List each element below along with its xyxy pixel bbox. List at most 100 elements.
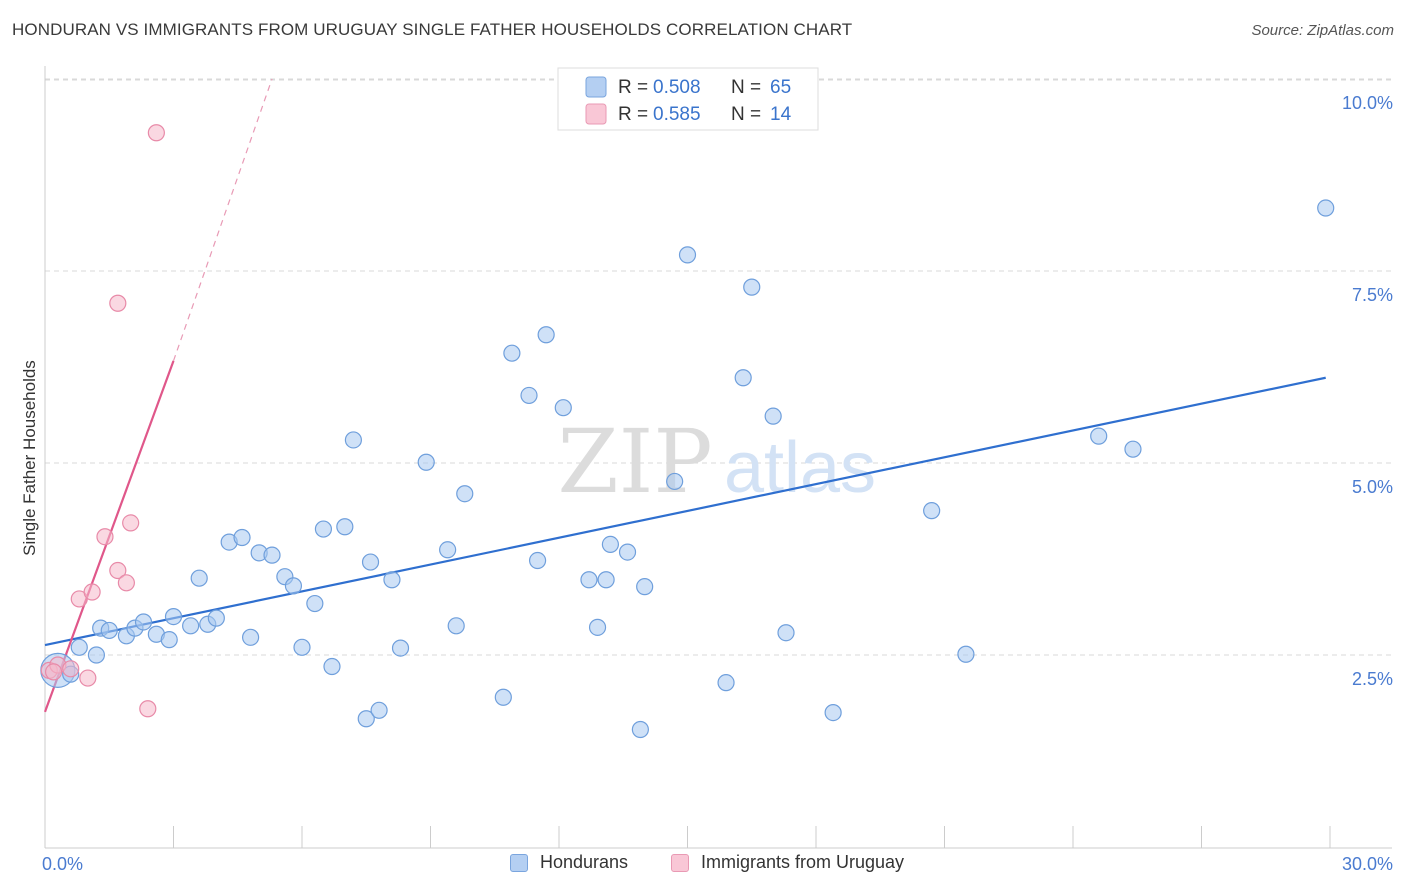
honduran-point-38 [494, 688, 512, 706]
tick-labels: 2.5% 5.0% 7.5% 10.0% 0.0% 30.0% [42, 93, 1393, 874]
honduran-point-35 [439, 541, 457, 559]
honduran-point-54 [734, 369, 752, 387]
honduran-point-52 [678, 246, 697, 264]
legend-swatch-hondurans [585, 76, 607, 98]
honduran-point-46 [597, 571, 615, 589]
honduran-point-36 [447, 617, 465, 635]
watermark: ZIP atlas [557, 410, 876, 513]
honduran-point-41 [528, 551, 547, 570]
uruguay-point-4 [79, 669, 97, 687]
watermark-zip: ZIP [557, 410, 712, 513]
uruguay-point-12 [147, 124, 165, 142]
uruguay-trendline-extension [172, 78, 273, 362]
bottom-legend: Hondurans Immigrants from Uruguay [0, 850, 1406, 880]
source-label: Source: ZipAtlas.com [1251, 22, 1394, 39]
bottom-legend-label-hondurans: Hondurans [540, 852, 629, 872]
honduran-point-37 [456, 485, 474, 503]
honduran-point-63 [1317, 199, 1335, 217]
x-tick-label-0: 0.0% [42, 854, 83, 874]
y-tick-label-3: 10.0% [1342, 93, 1393, 113]
honduran-point-5 [100, 621, 118, 640]
honduran-point-13 [190, 569, 208, 587]
y-tick-label-1: 5.0% [1352, 477, 1393, 497]
legend-swatch-uruguay [585, 103, 607, 125]
honduran-point-44 [580, 571, 598, 589]
honduran-point-62 [1124, 440, 1142, 458]
chart-title: HONDURAN VS IMMIGRANTS FROM URUGUAY SING… [12, 20, 853, 39]
honduran-point-31 [370, 701, 388, 719]
legend-box: R = 0.508 N = 65 R = 0.585 N = 14 [557, 67, 819, 131]
honduran-point-26 [323, 657, 341, 676]
honduran-point-60 [957, 645, 975, 663]
uruguay-point-7 [109, 561, 127, 580]
honduran-point-22 [284, 577, 303, 595]
legend-n-label-2: N = [731, 104, 761, 125]
gridlines [45, 78, 1392, 656]
honduran-point-23 [293, 638, 311, 656]
honduran-point-49 [631, 720, 649, 739]
honduran-point-18 [242, 628, 260, 646]
trendlines [43, 78, 1326, 713]
legend-r-value-1: 0.508 [653, 77, 701, 98]
honduran-point-50 [636, 578, 654, 596]
uruguay-point-2 [62, 660, 80, 678]
honduran-point-32 [383, 571, 401, 589]
honduran-point-56 [764, 407, 782, 425]
honduran-point-43 [554, 399, 572, 417]
honduran-point-17 [233, 528, 251, 547]
honduran-trendline [44, 376, 1326, 647]
honduran-point-55 [743, 278, 761, 296]
honduran-point-27 [336, 518, 354, 536]
honduran-point-29 [357, 710, 375, 728]
y-tick-label-0: 2.5% [1352, 669, 1393, 689]
honduran-point-47 [601, 535, 620, 554]
honduran-point-11 [164, 607, 183, 626]
honduran-point-2 [70, 638, 88, 656]
y-tick-label-2: 7.5% [1352, 285, 1393, 305]
legend-r-value-2: 0.585 [653, 104, 701, 125]
legend-r-label-2: R = [618, 104, 648, 125]
x-tick-label-1: 30.0% [1342, 854, 1393, 874]
axes [44, 66, 1392, 849]
honduran-point-12 [182, 617, 200, 635]
uruguay-point-9 [117, 574, 135, 592]
honduran-point-3 [87, 646, 106, 664]
watermark-atlas: atlas [724, 428, 876, 508]
honduran-point-40 [520, 386, 538, 405]
uruguay-point-10 [122, 514, 140, 532]
hondurans-swatch [510, 853, 528, 872]
honduran-point-33 [391, 639, 410, 657]
bottom-legend-item-hondurans: Hondurans [510, 852, 628, 873]
honduran-point-51 [666, 472, 684, 491]
honduran-point-10 [160, 631, 178, 649]
honduran-point-61 [1090, 427, 1108, 445]
honduran-point-39 [503, 344, 521, 362]
uruguay-point-5 [83, 583, 101, 601]
legend-r-label-1: R = [618, 77, 648, 98]
data-points [40, 124, 1335, 739]
bottom-legend-item-uruguay: Immigrants from Uruguay [671, 852, 904, 873]
honduran-point-24 [306, 594, 324, 613]
honduran-point-58 [824, 703, 842, 722]
honduran-point-15 [207, 609, 225, 627]
uruguay-point-11 [139, 700, 157, 718]
honduran-point-34 [417, 453, 435, 471]
honduran-point-48 [618, 543, 637, 561]
honduran-point-8 [134, 613, 153, 631]
uruguay-point-8 [109, 294, 127, 312]
uruguay-point-13 [44, 663, 63, 681]
legend-n-value-2: 14 [770, 104, 792, 125]
legend-n-value-1: 65 [770, 77, 791, 98]
honduran-point-59 [923, 502, 941, 520]
bottom-legend-label-uruguay: Immigrants from Uruguay [701, 852, 905, 872]
honduran-point-28 [344, 431, 362, 449]
honduran-point-30 [361, 553, 380, 571]
uruguay-point-6 [96, 528, 114, 546]
uruguay-swatch [671, 853, 689, 872]
honduran-point-57 [777, 624, 795, 642]
legend-n-label-1: N = [731, 77, 761, 98]
honduran-point-45 [588, 618, 607, 636]
honduran-point-42 [537, 326, 555, 344]
honduran-point-53 [717, 674, 735, 692]
